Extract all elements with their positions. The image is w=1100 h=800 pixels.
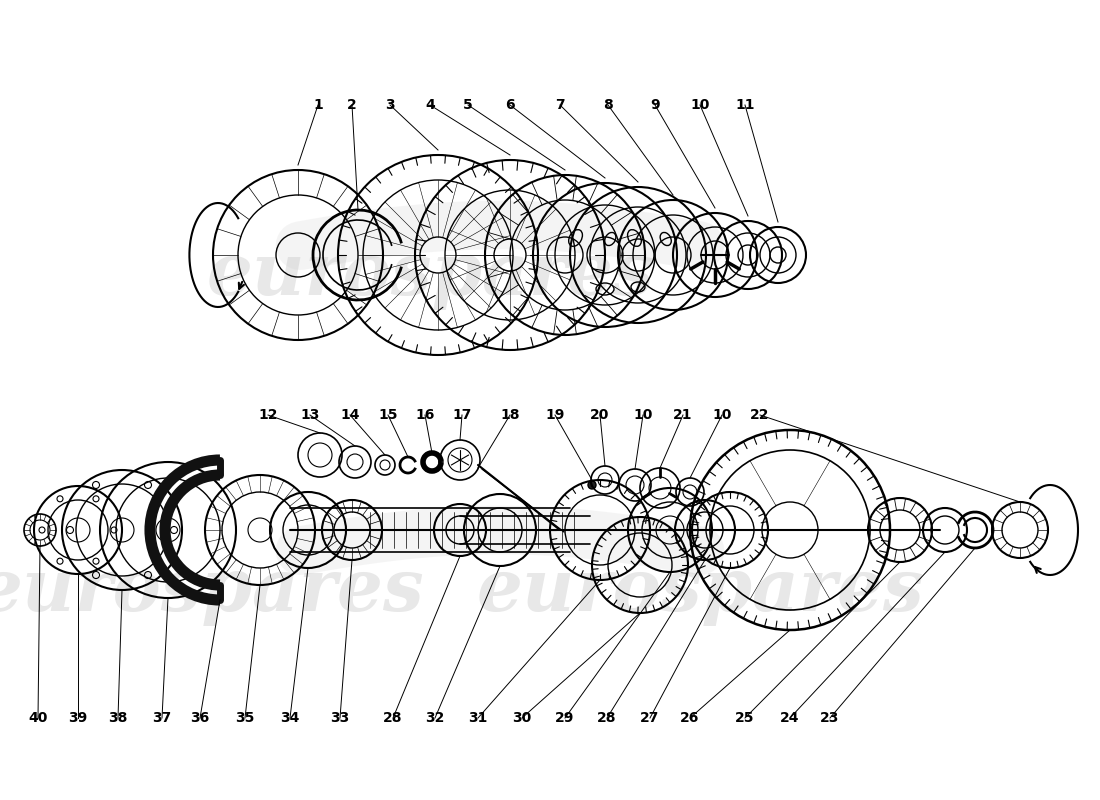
Text: 40: 40 [29, 711, 47, 725]
Text: 11: 11 [735, 98, 755, 112]
Text: 2: 2 [348, 98, 356, 112]
Text: 19: 19 [546, 408, 564, 422]
Text: 36: 36 [190, 711, 210, 725]
Text: 29: 29 [556, 711, 574, 725]
Text: 30: 30 [513, 711, 531, 725]
Text: 3: 3 [385, 98, 395, 112]
Text: 6: 6 [505, 98, 515, 112]
Text: 37: 37 [153, 711, 172, 725]
Text: 24: 24 [780, 711, 800, 725]
Text: 32: 32 [426, 711, 444, 725]
Text: 28: 28 [383, 711, 403, 725]
Text: 33: 33 [330, 711, 350, 725]
Text: 21: 21 [673, 408, 693, 422]
Text: 22: 22 [750, 408, 770, 422]
Text: eurospares: eurospares [476, 554, 924, 626]
Text: eurospares: eurospares [0, 554, 424, 626]
Text: eurospares: eurospares [206, 239, 653, 310]
Text: 9: 9 [650, 98, 660, 112]
Text: 39: 39 [68, 711, 88, 725]
Text: 10: 10 [634, 408, 652, 422]
Text: 1: 1 [314, 98, 323, 112]
Text: 31: 31 [469, 711, 487, 725]
Text: 38: 38 [108, 711, 128, 725]
Text: 27: 27 [640, 711, 660, 725]
Text: 17: 17 [452, 408, 472, 422]
Text: 20: 20 [591, 408, 609, 422]
Text: 13: 13 [300, 408, 320, 422]
Text: 5: 5 [463, 98, 473, 112]
Text: 7: 7 [556, 98, 564, 112]
Text: 15: 15 [378, 408, 398, 422]
Text: 10: 10 [713, 408, 732, 422]
Text: 16: 16 [416, 408, 434, 422]
Circle shape [588, 481, 596, 489]
Text: 12: 12 [258, 408, 277, 422]
Text: 10: 10 [691, 98, 710, 112]
Text: 14: 14 [340, 408, 360, 422]
Text: 34: 34 [280, 711, 299, 725]
Text: 23: 23 [821, 711, 839, 725]
Text: 4: 4 [425, 98, 435, 112]
Text: 8: 8 [603, 98, 613, 112]
Text: 25: 25 [735, 711, 755, 725]
Text: 35: 35 [235, 711, 255, 725]
Text: 28: 28 [597, 711, 617, 725]
Text: 26: 26 [680, 711, 700, 725]
Text: 18: 18 [500, 408, 519, 422]
